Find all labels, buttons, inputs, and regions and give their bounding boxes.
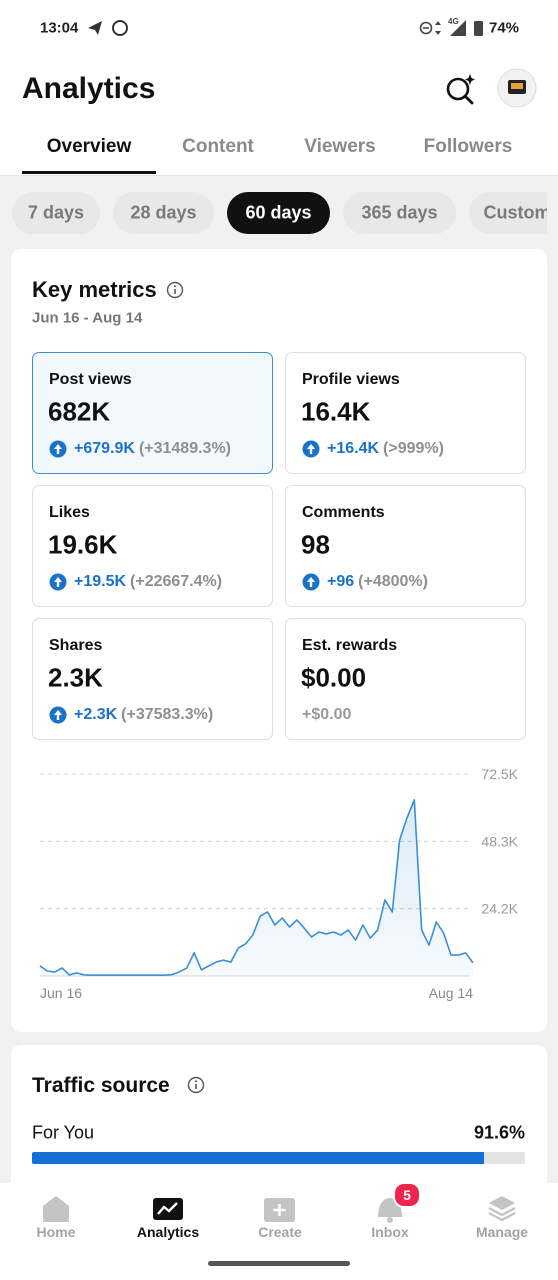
status-time: 13:04: [40, 19, 79, 37]
period-label: 365 days: [361, 202, 438, 223]
up-arrow-icon: [49, 440, 67, 458]
views-chart: 24.2K 48.3K 72.5K Jun 16 Aug 14: [39, 766, 519, 1001]
area-fill: [40, 799, 473, 976]
y-tick-label: 72.5K: [481, 766, 518, 782]
period-selector: 7 days 28 days 60 days 365 days Custom: [0, 190, 547, 236]
source-percent: 91.6%: [473, 1122, 525, 1143]
x-tick-label: Jun 16: [40, 985, 82, 1001]
views-line: [39, 799, 474, 976]
y-tick-label: 24.2K: [481, 901, 518, 917]
metric-percent: (+4800%): [358, 573, 428, 590]
period-chip[interactable]: Custom: [469, 192, 547, 234]
metric-tile[interactable]: Likes 19.6K +19.5K (+22667.4%): [32, 485, 273, 607]
metric-value: 682K: [48, 396, 111, 427]
metric-percent: (+31489.3%): [138, 440, 231, 457]
metric-percent: (+22667.4%): [130, 573, 223, 590]
period-chip[interactable]: 7 days: [12, 192, 100, 234]
status-battery: 74%: [489, 19, 520, 37]
up-arrow-icon: [49, 573, 67, 591]
home-indicator: [208, 1261, 350, 1266]
metric-tile[interactable]: Shares 2.3K +2.3K (+37583.3%): [32, 618, 273, 740]
metric-change: +19.5K: [74, 573, 127, 590]
metric-change: +679.9K: [74, 440, 135, 457]
traffic-title: Traffic source: [32, 1074, 170, 1097]
metric-label: Likes: [49, 504, 90, 521]
inbox-badge: 5: [393, 1182, 421, 1208]
nav-item[interactable]: Analytics: [136, 1224, 200, 1240]
nav-item[interactable]: Create: [258, 1224, 302, 1240]
metric-value: 16.4K: [301, 396, 371, 427]
tab-bar: Overview Content Viewers Followers: [0, 125, 558, 175]
y-tick-label: 48.3K: [481, 833, 518, 849]
status-right-icons: [419, 20, 483, 36]
metric-label: Profile views: [302, 371, 400, 388]
nav-item[interactable]: Inbox: [371, 1224, 409, 1240]
metric-label: Post views: [49, 371, 132, 388]
metric-change: +16.4K: [327, 440, 380, 457]
period-label: 7 days: [27, 202, 85, 223]
metric-tile[interactable]: Post views 682K +679.9K (+31489.3%): [32, 352, 273, 474]
source-bar-track: [32, 1152, 525, 1164]
metric-change: +2.3K: [74, 706, 118, 723]
metric-label: Shares: [49, 637, 103, 654]
nav-item[interactable]: Home: [36, 1224, 76, 1240]
period-chip[interactable]: 365 days: [343, 192, 456, 234]
date-range: Jun 16 - Aug 14: [32, 309, 143, 327]
tab[interactable]: Followers: [423, 136, 513, 157]
period-label: 60 days: [245, 202, 312, 223]
traffic-card: [11, 1045, 547, 1205]
period-label: 28 days: [130, 202, 197, 223]
metric-change: +$0.00: [302, 706, 352, 723]
metric-value: 19.6K: [48, 529, 118, 560]
source-bar: [32, 1152, 484, 1164]
status-network: 4G: [448, 17, 459, 26]
metric-tile[interactable]: Comments 98 +96 (+4800%): [285, 485, 526, 607]
nav-item[interactable]: Manage: [475, 1224, 529, 1240]
info-icon[interactable]: [166, 281, 184, 299]
metric-tile[interactable]: Profile views 16.4K +16.4K (>999%): [285, 352, 526, 474]
metric-change: +96: [327, 573, 355, 590]
metric-percent: (>999%): [383, 440, 444, 457]
profile-avatar[interactable]: [497, 68, 537, 108]
tab[interactable]: Viewers: [304, 136, 376, 157]
metric-tile[interactable]: Est. rewards $0.00 +$0.00: [285, 618, 526, 740]
status-left-icons: [88, 20, 128, 36]
period-chip[interactable]: 60 days: [227, 192, 330, 234]
up-arrow-icon: [49, 706, 67, 724]
period-label: Custom: [483, 202, 548, 223]
search-button[interactable]: [443, 72, 477, 106]
tab-underline: [22, 171, 156, 174]
metric-label: Est. rewards: [302, 637, 398, 654]
metric-percent: (+37583.3%): [121, 706, 214, 723]
source-name: For You: [32, 1122, 95, 1143]
metric-value: 98: [301, 529, 330, 560]
period-chip[interactable]: 28 days: [113, 192, 214, 234]
up-arrow-icon: [302, 440, 320, 458]
metric-label: Comments: [302, 504, 385, 521]
tab-divider: [0, 175, 558, 176]
x-tick-label: Aug 14: [429, 985, 474, 1001]
page-title: Analytics: [22, 72, 156, 105]
info-icon[interactable]: [187, 1076, 205, 1094]
key-metrics-title: Key metrics: [32, 277, 157, 302]
metric-value: 2.3K: [48, 662, 103, 693]
tab[interactable]: Content: [182, 136, 254, 157]
nav-icons: [43, 1196, 516, 1223]
up-arrow-icon: [302, 573, 320, 591]
metric-value: $0.00: [301, 662, 367, 693]
tab[interactable]: Overview: [46, 136, 132, 157]
